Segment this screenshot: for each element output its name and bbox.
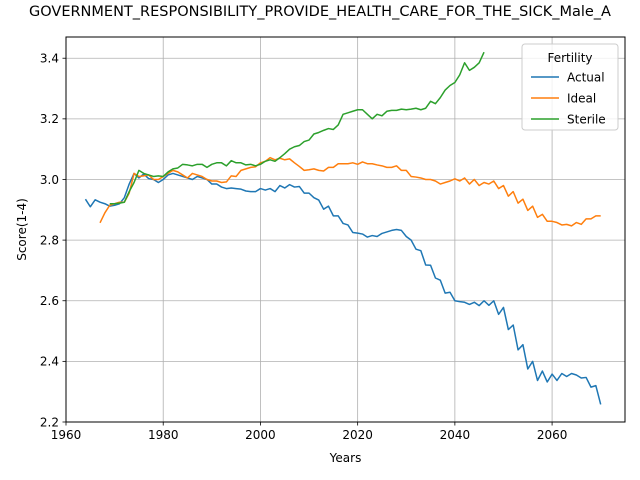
y-tick-label: 2.2 <box>40 415 59 429</box>
series-lines <box>84 51 602 405</box>
grid-lines <box>65 37 625 423</box>
chart-title: GOVERNMENT_RESPONSIBILITY_PROVIDE_HEALTH… <box>29 4 611 20</box>
legend-box <box>521 43 619 131</box>
legend-label-actual: Actual <box>567 70 605 84</box>
legend: Fertility Actual Ideal Sterile <box>521 43 619 131</box>
y-tick-label: 2.8 <box>40 233 59 247</box>
series-line-sterile <box>109 51 485 205</box>
y-tick-label: 2.6 <box>40 294 59 308</box>
x-tick-label: 2020 <box>342 428 373 442</box>
legend-title: Fertility <box>547 51 592 65</box>
series-line-ideal <box>99 156 601 227</box>
y-axis-label: Score(1-4) <box>15 198 29 261</box>
x-tick-label: 1960 <box>51 428 82 442</box>
legend-label-ideal: Ideal <box>567 91 596 105</box>
y-tick-label: 2.4 <box>40 355 59 369</box>
legend-label-sterile: Sterile <box>567 112 606 126</box>
x-tick-label: 1980 <box>148 428 179 442</box>
y-tick-label: 3.4 <box>40 52 59 66</box>
y-tick-label: 3.2 <box>40 112 59 126</box>
x-tick-label: 2040 <box>440 428 471 442</box>
x-tick-label: 2060 <box>537 428 568 442</box>
y-tick-label: 3.0 <box>40 173 59 187</box>
x-tick-label: 2000 <box>245 428 276 442</box>
axis-ticks: 1960 1980 2000 2020 2040 2060 2.2 2.4 2.6 2.8 3.0 3… <box>40 52 567 442</box>
plot-frame <box>65 36 626 423</box>
series-line-actual <box>84 172 602 405</box>
x-axis-label: Years <box>329 451 362 465</box>
